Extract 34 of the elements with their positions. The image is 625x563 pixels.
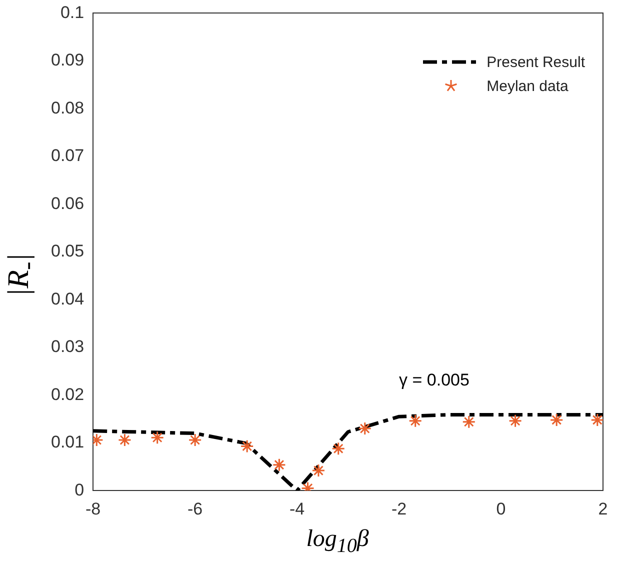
- point: [240, 439, 254, 453]
- point: [408, 414, 422, 428]
- legend-label: Present Result: [486, 54, 585, 70]
- x-tick-label: 0: [496, 499, 506, 518]
- y-tick-label: 0.09: [50, 50, 84, 70]
- x-tick-label: -8: [86, 499, 101, 518]
- point: [462, 415, 476, 429]
- point: [312, 464, 326, 478]
- point: [272, 458, 286, 472]
- point: [332, 442, 346, 456]
- point: [358, 422, 372, 436]
- y-tick-label: 0.02: [50, 384, 84, 404]
- legend-label: Meylan data: [486, 78, 568, 94]
- y-tick-label: 0.06: [50, 194, 84, 213]
- x-tick-label: -2: [391, 499, 407, 518]
- point: [590, 413, 603, 427]
- x-tick-label: -4: [289, 499, 305, 518]
- point: [118, 433, 132, 447]
- point: [508, 414, 522, 428]
- x-axis-title: log$_{10}$β: [305, 526, 370, 558]
- y-tick-label: 0.05: [50, 242, 84, 261]
- y-tick-label: 0.03: [50, 337, 84, 356]
- point: [550, 413, 564, 427]
- y-tick-label: 0.04: [50, 289, 84, 308]
- y-tick-label: 0: [74, 480, 84, 500]
- point: [188, 433, 202, 447]
- annotation: γ = 0.005: [399, 370, 470, 390]
- y-tick-label: 0.1: [60, 2, 84, 22]
- y-tick-label: 0.07: [50, 146, 84, 166]
- y-tick-label: 0.08: [50, 98, 84, 118]
- x-tick-label: 2: [598, 499, 608, 518]
- point: [150, 430, 164, 444]
- y-tick-label: 0.01: [50, 432, 84, 452]
- x-tick-label: -6: [188, 499, 203, 518]
